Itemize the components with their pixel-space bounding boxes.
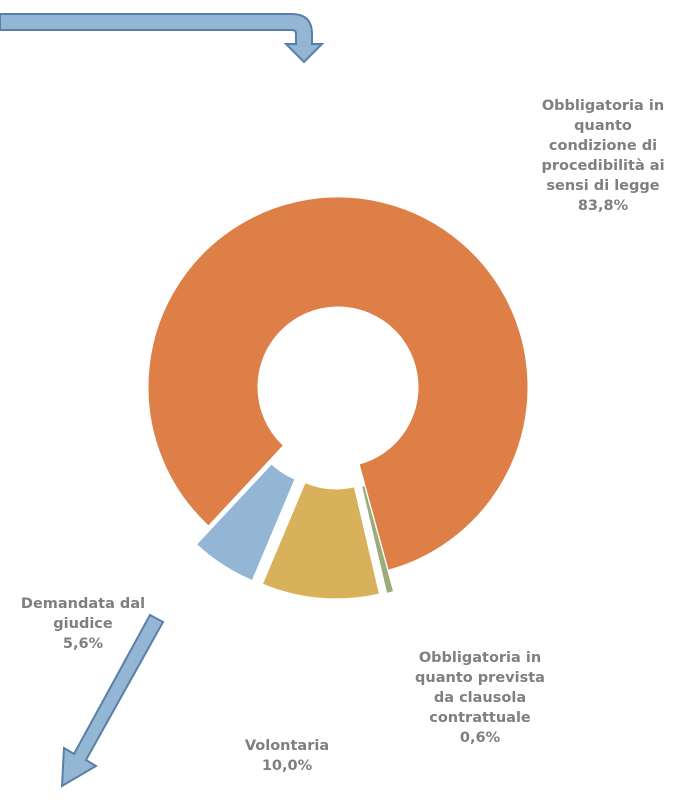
value-label: 5,6%: [62, 636, 104, 652]
slice-label: Obbligatoria in quanto condizione di pro…: [530, 96, 676, 216]
slice: [195, 463, 296, 582]
donut: [147, 196, 529, 600]
category-label: Demandata dal giudice: [20, 596, 146, 632]
decor-arrow: [0, 13, 325, 64]
value-label: 83,8%: [577, 198, 629, 214]
slice: [261, 481, 381, 600]
slice: [147, 196, 529, 571]
category-label: Obbligatoria in quanto condizione di pro…: [541, 98, 665, 194]
value-label: 0,6%: [459, 730, 501, 746]
category-label: Obbligatoria in quanto prevista da claus…: [415, 650, 545, 726]
value-label: 10,0%: [261, 758, 313, 774]
slice: [361, 484, 395, 594]
slice-label: Demandata dal giudice 5,6%: [18, 594, 148, 654]
category-label: Volontaria: [244, 738, 330, 754]
slice-label: Obbligatoria in quanto prevista da claus…: [410, 648, 550, 748]
decor-arrow: [60, 613, 165, 788]
slice-label: Volontaria 10,0%: [217, 736, 357, 776]
